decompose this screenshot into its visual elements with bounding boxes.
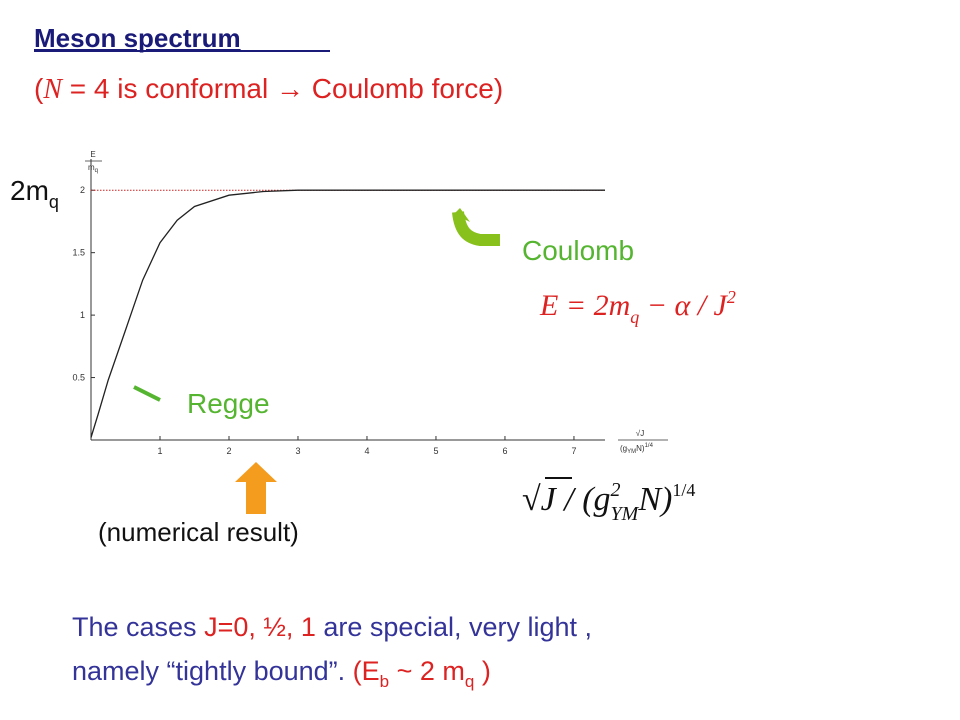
- x-formula-part: J: [541, 481, 558, 518]
- y-label-num: E: [90, 150, 95, 159]
- footer-highlight: (E: [353, 656, 380, 686]
- x-formula-part: N): [637, 481, 672, 518]
- subtitle-part: (: [34, 73, 44, 104]
- formula-part: − α / J: [639, 289, 728, 322]
- x-tick-label: 1: [157, 446, 162, 456]
- x-formula: √J / (g2 YMN)1/4: [522, 479, 695, 525]
- x-tick-label: 4: [364, 446, 369, 456]
- x-tick-label: 7: [571, 446, 576, 456]
- y-label-den-sub: q: [95, 168, 98, 174]
- x-formula-sup: 2: [611, 479, 621, 501]
- x-tick-label: 3: [295, 446, 300, 456]
- footer-sub: b: [380, 672, 389, 691]
- formula-part: E = 2m: [539, 289, 630, 322]
- x-formula-root: √: [522, 481, 541, 518]
- x-label-part: N): [636, 444, 645, 453]
- footer-highlight: ~ 2 m: [389, 656, 465, 686]
- formula-sub: q: [630, 307, 639, 327]
- x-label-part: (g: [620, 444, 627, 453]
- coulomb-arrow: [452, 211, 500, 246]
- x-label-den: (gYMN)1/4: [620, 443, 654, 455]
- level-label-sub: q: [49, 192, 59, 212]
- footer-line-2: namely “tightly bound”. (Eb ~ 2 mq ): [72, 656, 491, 691]
- x-label-sub: YM: [627, 449, 636, 455]
- x-tick-label: 6: [502, 446, 507, 456]
- footer-text: The cases: [72, 612, 204, 642]
- x-tick-label: 2: [226, 446, 231, 456]
- y-tick-label: 1: [80, 310, 85, 320]
- coulomb-formula: E = 2mq − α / J2: [539, 287, 736, 327]
- x-axis-arrow: [235, 462, 277, 514]
- y-tick-label: 0.5: [72, 373, 85, 383]
- subtitle-symbol: N: [42, 74, 63, 105]
- y-tick-label: 1.5: [72, 248, 85, 258]
- footer-line-1: The cases J=0, ½, 1 are special, very li…: [72, 612, 592, 642]
- slide-title: Meson spectrum: [34, 23, 241, 53]
- formula-sup: 2: [727, 287, 736, 307]
- regge-label: Regge: [187, 388, 270, 419]
- x-tick-label: 5: [433, 446, 438, 456]
- footer-highlight: ): [474, 656, 491, 686]
- x-label-sup: 1/4: [645, 443, 654, 449]
- subtitle-part: = 4 is conformal → Coulomb force): [62, 73, 503, 104]
- footer-text: namely “tightly bound”.: [72, 656, 353, 686]
- y-label-den: mq: [88, 163, 98, 174]
- y-tick-label: 2: [80, 185, 85, 195]
- numerical-note: (numerical result): [98, 517, 299, 547]
- footer-highlight: J=0, ½, 1: [204, 612, 316, 642]
- footer-sub: q: [465, 672, 474, 691]
- x-label-num: √J: [636, 429, 644, 438]
- x-formula-sup: 1/4: [672, 480, 695, 500]
- level-label: 2mq: [10, 175, 59, 212]
- footer-text: are special, very light ,: [316, 612, 592, 642]
- subtitle: (N = 4 is conformal → Coulomb force): [34, 73, 503, 105]
- regge-arrow: [133, 385, 161, 402]
- x-formula-part: / (g: [556, 481, 611, 518]
- curve: [90, 189, 605, 438]
- x-formula-sub: YM: [611, 503, 640, 525]
- level-label-main: 2m: [10, 175, 49, 206]
- coulomb-label: Coulomb: [522, 235, 634, 266]
